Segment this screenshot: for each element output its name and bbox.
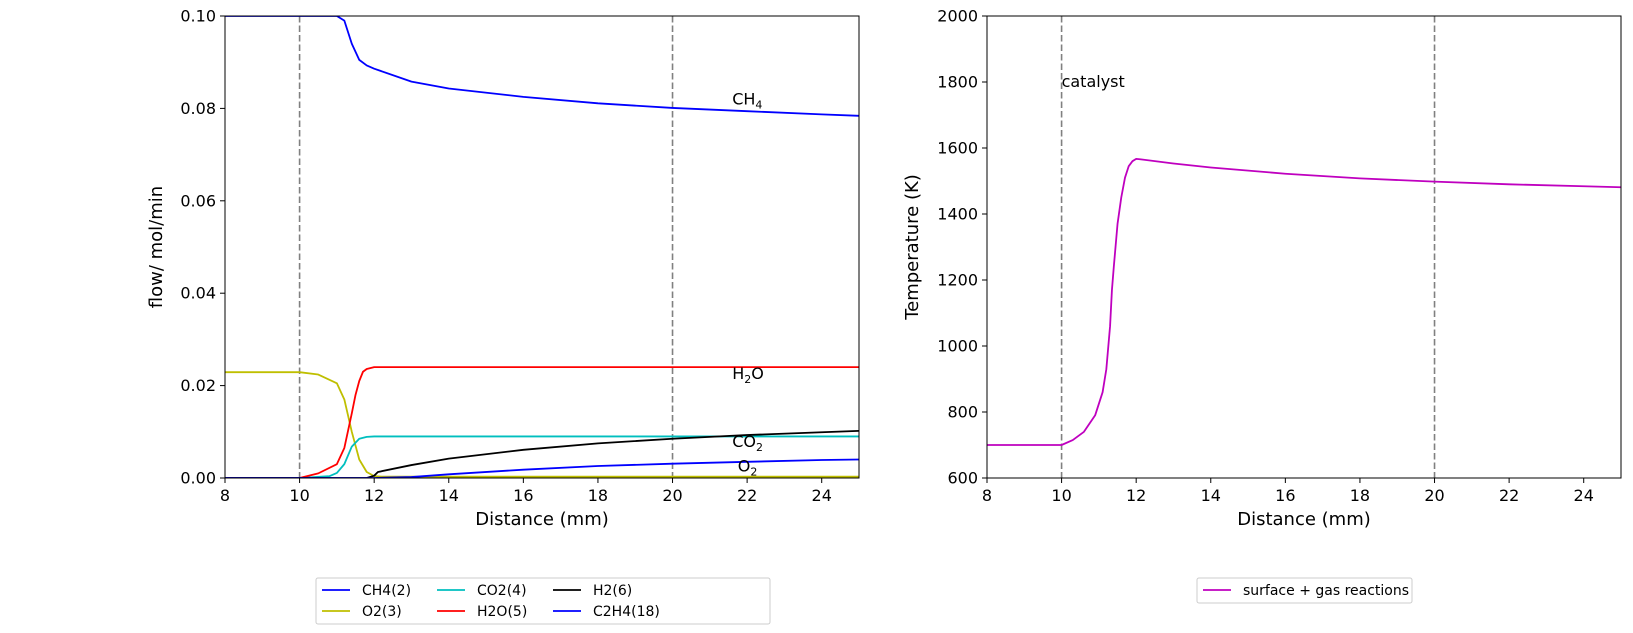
- x-tick-label: 24: [1574, 486, 1594, 505]
- annotation-subscript: 2: [756, 441, 763, 454]
- plot-frame: [986, 15, 1622, 479]
- annotation-base: O: [738, 457, 751, 476]
- species-annotation: CO2: [732, 432, 763, 454]
- x-tick-label: 16: [1275, 486, 1295, 505]
- species-annotation: O2: [738, 457, 758, 479]
- legend-label: H2O(5): [477, 604, 527, 620]
- y-tick-label: 1600: [937, 139, 978, 158]
- x-tick-label: 12: [364, 486, 384, 505]
- x-axis-title: Distance (mm): [1237, 509, 1371, 530]
- y-tick-label: 800: [947, 403, 978, 422]
- legend-box: [1196, 577, 1413, 604]
- annotation-base: CO: [732, 432, 756, 451]
- x-tick-label: 8: [220, 486, 230, 505]
- annotation-subscript: 2: [744, 373, 751, 386]
- legend-label: CO2(4): [477, 583, 527, 599]
- series-line-h2o-5: [225, 366, 859, 478]
- x-tick-label: 18: [588, 486, 608, 505]
- series-line-c2h4-18: [225, 458, 859, 478]
- catalyst-label: catalyst: [1062, 72, 1125, 91]
- legend-label: surface + gas reactions: [1243, 583, 1409, 599]
- y-tick-label: 0.00: [180, 469, 216, 488]
- x-tick-label: 8: [982, 486, 992, 505]
- x-tick-label: 12: [1126, 486, 1146, 505]
- y-tick-label: 0.02: [180, 376, 216, 395]
- temperature-panel: 8 10 12 14 16 18 20 22 24 600 800 1000 1200 1400 1600 1…: [902, 7, 1622, 530]
- series-line-h2-6: [225, 429, 859, 478]
- flow-panel: 8 10 12 14 16 18 20 22 240.000.020.040.060.080.1…: [146, 7, 860, 530]
- series-line-co2-4: [225, 435, 859, 478]
- series-line-surface-gas-reactions: [987, 157, 1621, 446]
- y-tick-label: 1800: [937, 73, 978, 92]
- x-tick-label: 16: [513, 486, 533, 505]
- annotation-subscript: 2: [750, 466, 757, 479]
- x-tick-label: 18: [1350, 486, 1370, 505]
- x-tick-label: 14: [1201, 486, 1221, 505]
- y-axis-title: flow/ mol/min: [146, 186, 167, 308]
- legend-label: CH4(2): [362, 583, 411, 599]
- species-annotation: CH4: [732, 90, 762, 112]
- x-tick-label: 10: [289, 486, 309, 505]
- y-tick-label: 0.08: [180, 99, 216, 118]
- annotation-base: H: [732, 364, 744, 383]
- y-tick-label: 1000: [937, 337, 978, 356]
- y-axis-title: Temperature (K): [902, 174, 923, 321]
- x-tick-label: 20: [1424, 486, 1444, 505]
- x-tick-label: 22: [737, 486, 757, 505]
- legend-label: C2H4(18): [593, 604, 660, 620]
- annotation-suffix: O: [751, 364, 764, 383]
- temperature-legend: surface + gas reactions: [1196, 577, 1413, 604]
- y-tick-label: 0.10: [180, 7, 216, 26]
- y-tick-label: 600: [947, 469, 978, 488]
- y-tick-label: 1200: [937, 271, 978, 290]
- series-line-o2-3: [225, 371, 859, 478]
- x-tick-label: 20: [662, 486, 682, 505]
- y-tick-label: 2000: [937, 7, 978, 26]
- y-tick-label: 0.06: [180, 191, 216, 210]
- plot-frame: [224, 15, 860, 479]
- x-tick-label: 22: [1499, 486, 1519, 505]
- legend-box: [315, 577, 771, 625]
- annotation-subscript: 4: [755, 99, 762, 112]
- y-tick-label: 1400: [937, 205, 978, 224]
- x-axis-title: Distance (mm): [475, 509, 609, 530]
- annotation-base: CH: [732, 90, 755, 109]
- flow-legend: CH4(2) O2(3) CO2(4) H2O(5) H2(6) C2H4(18): [315, 577, 771, 625]
- x-tick-label: 10: [1051, 486, 1071, 505]
- x-tick-label: 14: [439, 486, 459, 505]
- x-tick-label: 24: [812, 486, 832, 505]
- legend-label: H2(6): [593, 583, 632, 599]
- series-line-ch4-2: [225, 16, 859, 117]
- legend-label: O2(3): [362, 604, 402, 620]
- y-tick-label: 0.04: [180, 284, 216, 303]
- species-annotation: H2O: [732, 364, 764, 386]
